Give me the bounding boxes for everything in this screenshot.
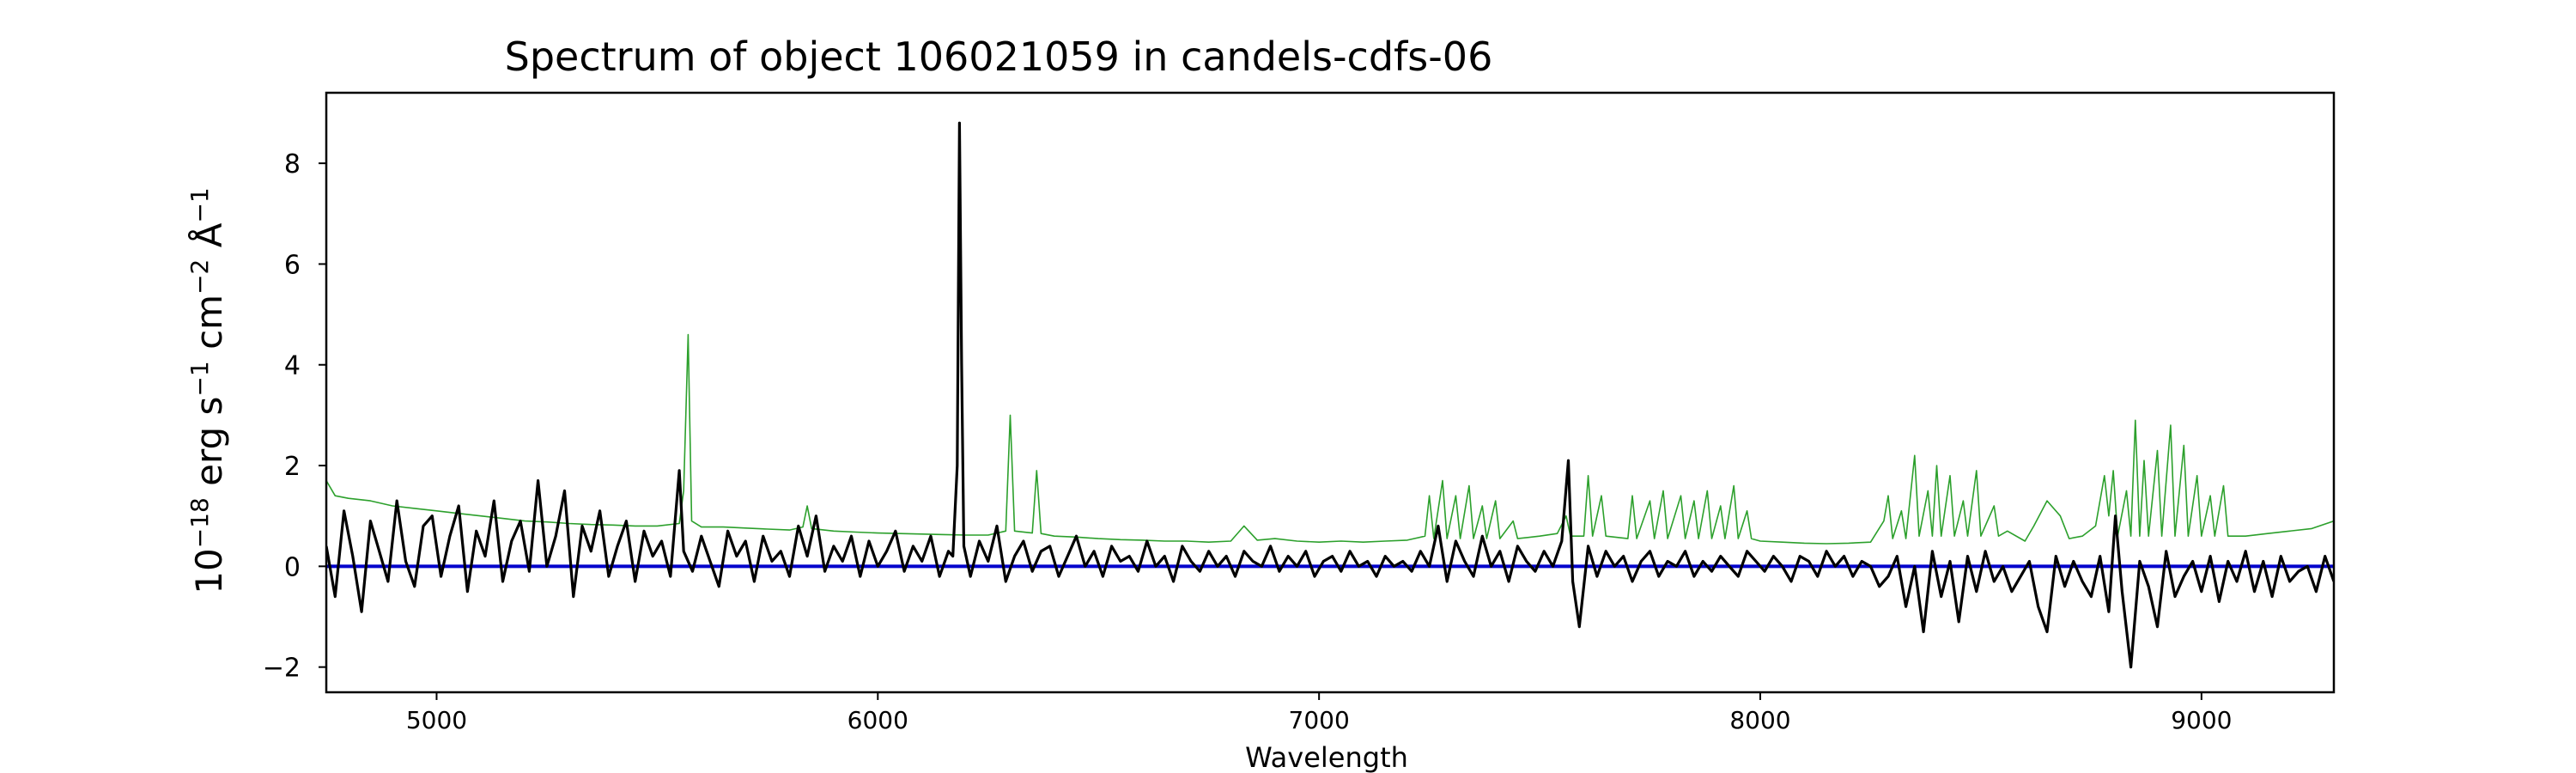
y-tick-label: 0 <box>284 552 301 582</box>
y-tick-label: 4 <box>284 351 301 381</box>
y-tick-label: 6 <box>284 250 301 280</box>
y-label-text: cm <box>188 295 230 361</box>
y-tick-label: 8 <box>284 149 301 180</box>
y-tick-label: −2 <box>263 654 301 684</box>
y-label-text: 10 <box>188 548 230 593</box>
y-label-exponent: −1 <box>185 361 214 396</box>
y-label-text: Å <box>187 222 230 259</box>
y-label-exponent: −18 <box>185 497 214 548</box>
series-line-error <box>326 333 2334 545</box>
y-axis: −2 0 2 4 6 8 <box>263 149 326 684</box>
chart-title: Spectrum of object 106021059 in candels-… <box>505 33 1493 80</box>
y-label-exponent: −2 <box>185 259 214 295</box>
x-tick-label: 7000 <box>1289 706 1350 734</box>
x-axis-label: Wavelength <box>1245 741 1408 773</box>
y-label-exponent: −1 <box>185 187 214 222</box>
series-layer <box>326 121 2334 669</box>
x-tick-label: 6000 <box>848 706 908 734</box>
x-axis: 5000 6000 7000 8000 9000 <box>406 692 2232 734</box>
y-tick-label: 2 <box>284 452 301 482</box>
y-axis-label: 10−18 erg s−1 cm−2 Å−1 <box>185 187 230 593</box>
y-label-text: erg s <box>188 397 230 498</box>
plot-frame <box>325 91 2336 694</box>
x-tick-label: 9000 <box>2171 706 2232 734</box>
plot-area <box>325 91 2336 694</box>
x-tick-label: 5000 <box>406 706 467 734</box>
series-line-flux <box>326 121 2334 669</box>
x-tick-label: 8000 <box>1729 706 1790 734</box>
